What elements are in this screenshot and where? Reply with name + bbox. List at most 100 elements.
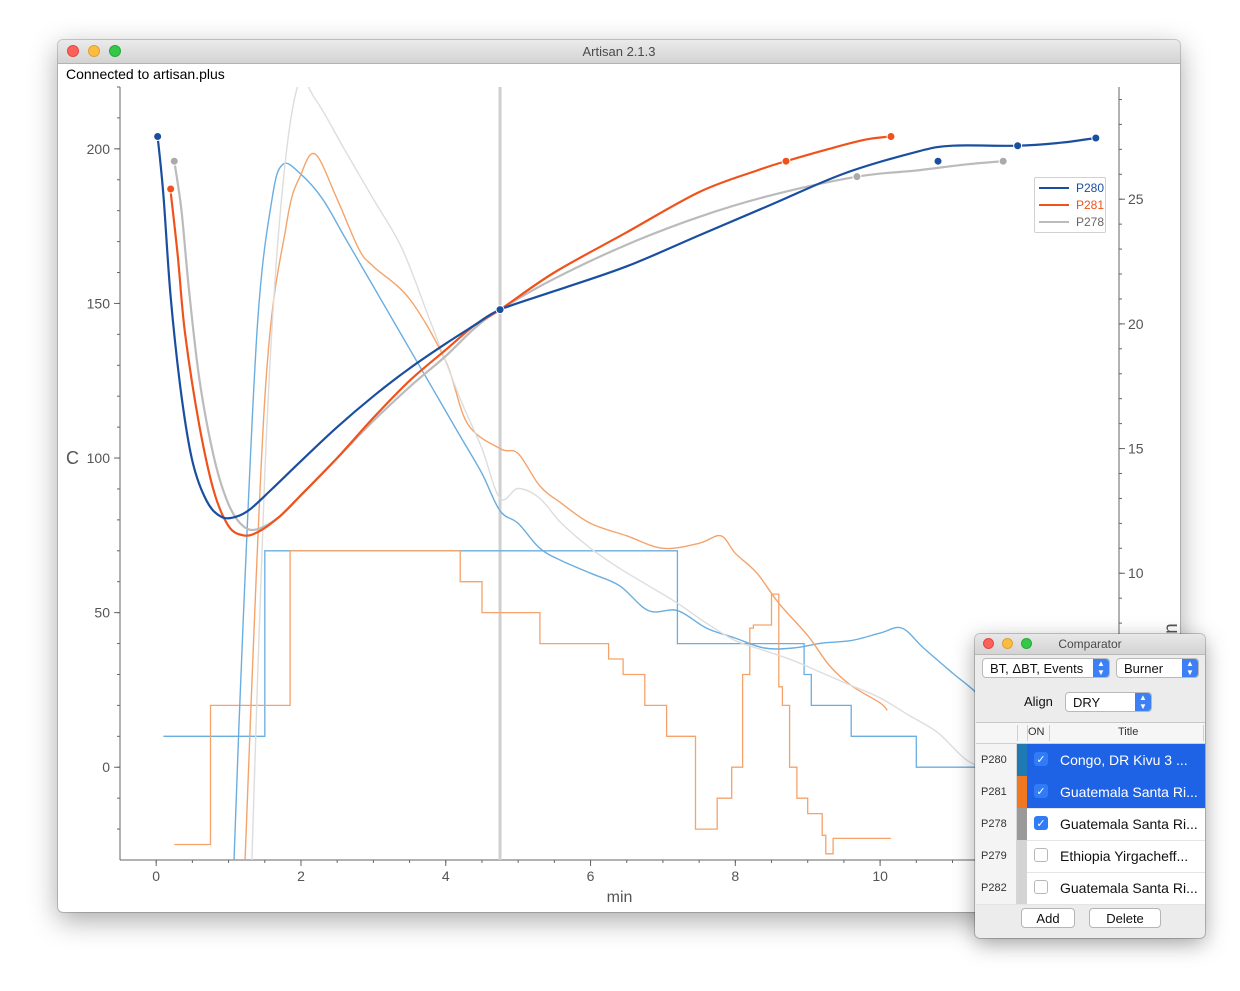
x-tick-label: 10 bbox=[872, 868, 888, 884]
table-row[interactable]: P280 ✓ Congo, DR Kivu 3 ... bbox=[976, 744, 1205, 777]
y-tick-label: 150 bbox=[87, 295, 111, 311]
row-content[interactable]: ✓ Guatemala Santa Ri... bbox=[1027, 776, 1205, 808]
comparator-zoom-button[interactable] bbox=[1021, 638, 1032, 649]
comparator-window: Comparator BT, ΔBT, Events ▲ ▼ Burner ▲ ▼ … bbox=[975, 634, 1205, 938]
artisan-main-window: Artisan 2.1.3 Connected to artisan.plus … bbox=[58, 40, 1180, 912]
event-marker-p280 bbox=[1013, 141, 1023, 151]
row-profile-id: P282 bbox=[976, 872, 1017, 904]
events-step-p281 bbox=[174, 550, 891, 855]
legend-label-p281: P281 bbox=[1076, 198, 1105, 212]
updown-arrows-icon: ▲ ▼ bbox=[1135, 693, 1151, 711]
comparator-title-bar: Comparator bbox=[975, 634, 1205, 655]
chart-legend: P280 P281 P278 bbox=[1034, 177, 1106, 233]
row-on-checkbox[interactable] bbox=[1034, 880, 1048, 894]
row-title: Ethiopia Yirgacheff... bbox=[1060, 848, 1189, 864]
comparator-title: Comparator bbox=[1058, 637, 1122, 651]
row-profile-id: P280 bbox=[976, 744, 1017, 776]
header-separator bbox=[1027, 725, 1028, 741]
comparator-close-button[interactable] bbox=[983, 638, 994, 649]
x-tick-label: 8 bbox=[731, 868, 739, 884]
row-profile-id: P281 bbox=[976, 776, 1017, 808]
x-tick-label: 6 bbox=[587, 868, 595, 884]
window-title: Artisan 2.1.3 bbox=[582, 44, 656, 59]
align-select[interactable]: DRY ▲ ▼ bbox=[1065, 692, 1152, 712]
row-title: Guatemala Santa Ri... bbox=[1060, 880, 1198, 896]
table-header: ON Title bbox=[976, 723, 1205, 744]
event-marker-p281 bbox=[166, 184, 176, 194]
row-on-checkbox[interactable]: ✓ bbox=[1034, 752, 1048, 766]
event-marker-p280 bbox=[1091, 133, 1101, 143]
row-content[interactable]: Ethiopia Yirgacheff... bbox=[1027, 840, 1205, 872]
legend-item-p280: P280 bbox=[1039, 180, 1105, 196]
row-content[interactable]: ✓ Guatemala Santa Ri... bbox=[1027, 808, 1205, 840]
y2-tick-label: 20 bbox=[1128, 316, 1144, 332]
updown-arrows-icon: ▲ ▼ bbox=[1093, 659, 1109, 677]
y2-tick-label: 15 bbox=[1128, 441, 1144, 457]
delta-bt-line-p278 bbox=[251, 87, 1011, 860]
extra-curve-select-value: Burner bbox=[1124, 661, 1164, 676]
row-on-checkbox[interactable] bbox=[1034, 848, 1048, 862]
row-color-swatch bbox=[1017, 744, 1027, 776]
legend-line-p278 bbox=[1039, 221, 1069, 223]
row-color-swatch bbox=[1017, 872, 1027, 904]
align-select-value: DRY bbox=[1073, 695, 1101, 710]
row-content[interactable]: Guatemala Santa Ri... bbox=[1027, 872, 1205, 904]
event-marker-p280 bbox=[153, 131, 163, 141]
delta-bt-line-p281 bbox=[244, 152, 888, 860]
legend-item-p278: P278 bbox=[1039, 214, 1105, 230]
table-row[interactable]: P282 Guatemala Santa Ri... bbox=[976, 872, 1205, 905]
minimize-button[interactable] bbox=[88, 45, 100, 57]
profiles-table[interactable]: ON Title P280 ✓ Congo, DR Kivu 3 ... P281 ✓ G… bbox=[976, 722, 1205, 905]
y-tick-label: 50 bbox=[94, 605, 110, 621]
extra-curve-select[interactable]: Burner ▲ ▼ bbox=[1116, 658, 1199, 678]
curves-select-value: BT, ΔBT, Events bbox=[990, 661, 1084, 676]
row-on-checkbox[interactable]: ✓ bbox=[1034, 816, 1048, 830]
zoom-button[interactable] bbox=[109, 45, 121, 57]
event-marker-p278 bbox=[169, 156, 179, 166]
table-row[interactable]: P281 ✓ Guatemala Santa Ri... bbox=[976, 776, 1205, 809]
delete-button[interactable]: Delete bbox=[1089, 908, 1161, 928]
event-marker-p281 bbox=[781, 156, 791, 166]
legend-line-p280 bbox=[1039, 187, 1069, 189]
legend-item-p281: P281 bbox=[1039, 197, 1105, 213]
legend-label-p280: P280 bbox=[1076, 181, 1105, 195]
align-label: Align bbox=[1024, 694, 1053, 709]
events-step-p280 bbox=[163, 550, 1047, 830]
connection-status: Connected to artisan.plus bbox=[66, 66, 225, 82]
plot-area bbox=[153, 87, 1102, 860]
row-title: Guatemala Santa Ri... bbox=[1060, 784, 1198, 800]
table-row[interactable]: P279 Ethiopia Yirgacheff... bbox=[976, 840, 1205, 873]
y-tick-label: 100 bbox=[87, 450, 111, 466]
column-header-title[interactable]: Title bbox=[1118, 726, 1139, 738]
bt-line-p281 bbox=[169, 135, 892, 537]
event-marker-p280 bbox=[495, 305, 505, 315]
x-tick-label: 0 bbox=[152, 868, 160, 884]
event-marker-p280 bbox=[933, 156, 943, 166]
y-tick-label: 200 bbox=[87, 141, 111, 157]
legend-label-p278: P278 bbox=[1076, 215, 1105, 229]
row-title: Congo, DR Kivu 3 ... bbox=[1060, 752, 1188, 768]
x-tick-label: 4 bbox=[442, 868, 450, 884]
row-profile-id: P279 bbox=[976, 840, 1017, 872]
row-color-swatch bbox=[1017, 776, 1027, 808]
column-header-on[interactable]: ON bbox=[1028, 726, 1045, 738]
header-separator bbox=[1203, 725, 1204, 741]
curves-select[interactable]: BT, ΔBT, Events ▲ ▼ bbox=[982, 658, 1110, 678]
header-separator bbox=[1049, 725, 1050, 741]
event-marker-p281 bbox=[886, 131, 896, 141]
event-marker-p278 bbox=[852, 172, 862, 182]
add-button[interactable]: Add bbox=[1021, 908, 1075, 928]
table-row[interactable]: P278 ✓ Guatemala Santa Ri... bbox=[976, 808, 1205, 841]
close-button[interactable] bbox=[67, 45, 79, 57]
bt-line-p278 bbox=[173, 160, 1004, 532]
row-on-checkbox[interactable]: ✓ bbox=[1034, 784, 1048, 798]
row-profile-id: P278 bbox=[976, 808, 1017, 840]
y2-tick-label: 25 bbox=[1128, 191, 1144, 207]
event-marker-p278 bbox=[998, 156, 1008, 166]
comparator-minimize-button[interactable] bbox=[1002, 638, 1013, 649]
x-axis-label: min bbox=[607, 889, 633, 906]
y-axis-label: C bbox=[66, 448, 79, 468]
y2-tick-label: 10 bbox=[1128, 565, 1144, 581]
row-content[interactable]: ✓ Congo, DR Kivu 3 ... bbox=[1027, 744, 1205, 776]
header-separator bbox=[1017, 725, 1018, 741]
